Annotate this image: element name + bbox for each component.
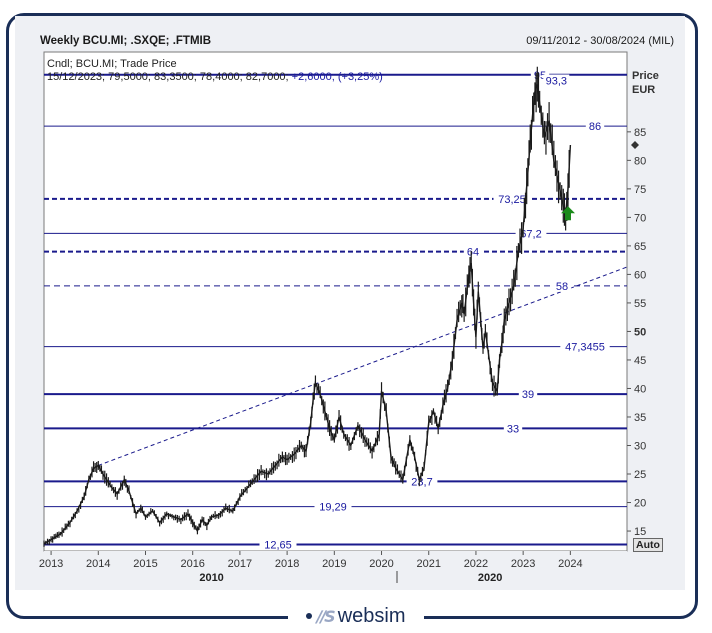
level-label: 23,7 bbox=[411, 476, 432, 488]
x-tick-label: 2013 bbox=[39, 558, 63, 570]
y-tick-label: 60 bbox=[634, 269, 646, 281]
level-label: 73,25 bbox=[498, 194, 526, 206]
y-tick-label: 50 bbox=[634, 326, 646, 338]
x-tick-label: 2021 bbox=[416, 558, 440, 570]
x-tick-label: 2020 bbox=[369, 558, 393, 570]
y-tick-label: 85 bbox=[634, 127, 646, 139]
level-label-bg bbox=[463, 245, 483, 258]
peak-label-bg bbox=[543, 74, 570, 87]
y-tick-label: 70 bbox=[634, 212, 646, 224]
x-tick-label: 2024 bbox=[558, 558, 582, 570]
plot-area bbox=[43, 51, 628, 552]
level-label-bg bbox=[585, 120, 605, 133]
level-label: 58 bbox=[556, 281, 568, 293]
level-label: 86 bbox=[589, 121, 601, 133]
level-label-bg bbox=[503, 422, 523, 435]
axis-unit-label: Price bbox=[632, 70, 659, 82]
price-line bbox=[43, 84, 572, 545]
x-tick-label: 2016 bbox=[180, 558, 204, 570]
level-label: 12,65 bbox=[264, 539, 292, 551]
level-label-bg bbox=[552, 279, 572, 292]
y-tick-label: 30 bbox=[634, 440, 646, 452]
last-price-marker bbox=[631, 140, 639, 149]
x-tick-label: 2019 bbox=[322, 558, 346, 570]
trendline bbox=[98, 266, 628, 466]
chart-title: Weekly BCU.MI; .SXQE; .FTMIB bbox=[40, 35, 212, 47]
level-label: 19,29 bbox=[319, 502, 347, 514]
legend-change: +2,6000; (+3,25%) bbox=[291, 71, 383, 83]
logo-dot-icon bbox=[306, 613, 313, 619]
x-tick-label: 2023 bbox=[511, 558, 535, 570]
y-tick-label: 15 bbox=[634, 526, 646, 538]
date-range: 09/11/2012 - 30/08/2024 (MIL) bbox=[526, 35, 674, 47]
level-label: 64 bbox=[467, 247, 479, 259]
level-label-bg bbox=[493, 192, 531, 205]
y-tick-label: 40 bbox=[634, 383, 646, 395]
x-major-label: 2020 bbox=[478, 572, 502, 584]
x-tick-label: 2022 bbox=[464, 558, 488, 570]
y-tick-label: 75 bbox=[634, 184, 646, 196]
x-major-label: 2010 bbox=[199, 572, 223, 584]
legend-series: Cndl; BCU.MI; Trade Price bbox=[47, 58, 177, 70]
auto-scale-button[interactable]: Auto bbox=[633, 538, 663, 552]
peak-label: 93,3 bbox=[546, 76, 567, 88]
x-tick-label: 2017 bbox=[228, 558, 252, 570]
level-label-bg bbox=[314, 500, 352, 513]
legend-ohlc: 15/12/2023; 79,5000; 83,3500; 78,4000; 8… bbox=[47, 71, 289, 83]
y-tick-label: 45 bbox=[634, 355, 646, 367]
level-label: 47,3455 bbox=[565, 342, 605, 354]
y-tick-label: 25 bbox=[634, 469, 646, 481]
level-label: 33 bbox=[507, 423, 519, 435]
x-tick-label: 2018 bbox=[275, 558, 299, 570]
legend-values: 15/12/2023; 79,5000; 83,3500; 78,4000; 8… bbox=[47, 71, 383, 83]
level-label: 67,2 bbox=[520, 228, 541, 240]
axis-currency-label: EUR bbox=[632, 84, 656, 96]
level-label: 39 bbox=[522, 389, 534, 401]
y-tick-label: 65 bbox=[634, 241, 646, 253]
level-label-bg bbox=[406, 475, 438, 488]
brand-name: websim bbox=[337, 604, 406, 627]
level-label-bg bbox=[518, 388, 538, 401]
websim-logo[interactable]: ∕∕S websim bbox=[288, 604, 424, 628]
level-label-bg bbox=[259, 538, 297, 551]
x-tick-label: 2015 bbox=[133, 558, 157, 570]
y-tick-label: 55 bbox=[634, 298, 646, 310]
websim-mark-icon: ∕∕S bbox=[316, 606, 335, 626]
x-tick-label: 2014 bbox=[86, 558, 110, 570]
y-tick-label: 80 bbox=[634, 155, 646, 167]
x-axis-strip bbox=[44, 551, 627, 585]
signal-arrow-icon bbox=[560, 206, 575, 221]
y-tick-label: 20 bbox=[634, 498, 646, 510]
level-label-bg bbox=[560, 340, 610, 353]
y-tick-label: 35 bbox=[634, 412, 646, 424]
